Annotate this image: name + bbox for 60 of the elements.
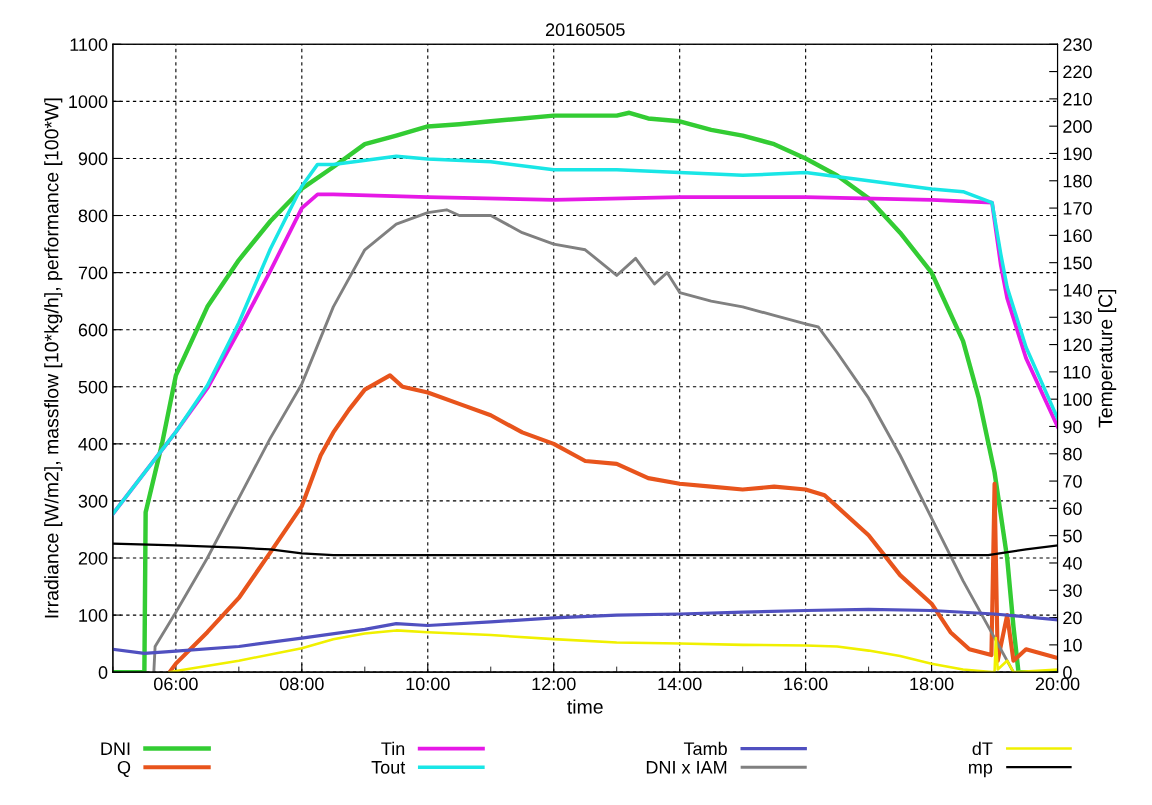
y2-tick-label: 190 bbox=[1063, 147, 1092, 161]
line-series bbox=[112, 607, 1058, 655]
y2-tick-label: 80 bbox=[1063, 447, 1082, 461]
y2-tick-label: 160 bbox=[1063, 229, 1092, 243]
line-series bbox=[168, 629, 1058, 673]
y-tick-label: 500 bbox=[78, 380, 108, 394]
y2-tick-label: 120 bbox=[1063, 338, 1092, 352]
x-tick-label: 16:00 bbox=[784, 677, 828, 691]
y2-tick-label: 20 bbox=[1063, 611, 1082, 625]
x-axis-title: time bbox=[567, 699, 603, 714]
x-tick-label: 18:00 bbox=[910, 677, 954, 691]
y-tick-label: 1000 bbox=[69, 95, 108, 109]
y-tick-label: 900 bbox=[78, 152, 108, 166]
y2-axis-title: Temperature [C] bbox=[1098, 289, 1117, 428]
y-tick-label: 400 bbox=[78, 437, 108, 451]
legend-label: DNI x IAM bbox=[646, 761, 727, 774]
y-axis-title: Irradiance [W/m2], massflow [10*kg/h], performance [100*W] bbox=[44, 98, 63, 618]
x-tick-label: 08:00 bbox=[279, 677, 324, 691]
x-tick-label: 14:00 bbox=[658, 677, 702, 691]
y2-tick-label: 210 bbox=[1063, 92, 1092, 106]
line-series bbox=[152, 208, 1015, 673]
y-tick-label: 200 bbox=[78, 551, 108, 565]
legend-label: Tin bbox=[381, 741, 405, 755]
y2-tick-label: 50 bbox=[1063, 529, 1082, 543]
legend-label: Tamb bbox=[683, 741, 727, 756]
y2-tick-label: 30 bbox=[1063, 584, 1082, 597]
legend-label: mp bbox=[969, 763, 993, 778]
chart-title: 20160505 bbox=[545, 23, 625, 37]
x-tick-label: 06:00 bbox=[153, 677, 198, 691]
legend-label: dT bbox=[972, 741, 993, 756]
legend-label: DNI bbox=[101, 742, 130, 755]
x-tick-label: 20:00 bbox=[1035, 677, 1080, 691]
y2-tick-label: 40 bbox=[1062, 556, 1082, 570]
x-tick-label: 12:00 bbox=[532, 677, 576, 691]
y-tick-label: 1100 bbox=[70, 38, 108, 51]
y2-tick-label: 110 bbox=[1063, 365, 1091, 379]
legend-label: Q bbox=[117, 760, 131, 777]
y-tick-label: 300 bbox=[78, 494, 108, 508]
y2-tick-label: 150 bbox=[1063, 256, 1092, 270]
y2-tick-label: 60 bbox=[1063, 502, 1082, 516]
line-series bbox=[167, 373, 1058, 673]
y-tick-label: 100 bbox=[79, 609, 108, 622]
y2-tick-label: 70 bbox=[1063, 475, 1082, 488]
y2-tick-label: 170 bbox=[1063, 202, 1092, 215]
y2-tick-label: 200 bbox=[1063, 120, 1092, 133]
y2-tick-label: 220 bbox=[1063, 65, 1092, 79]
y2-tick-label: 10 bbox=[1063, 638, 1082, 652]
y-tick-label: 700 bbox=[78, 266, 108, 280]
y2-tick-label: 130 bbox=[1063, 311, 1092, 324]
y2-tick-label: 140 bbox=[1063, 283, 1092, 297]
x-tick-label: 10:00 bbox=[406, 677, 450, 691]
y-tick-label: 800 bbox=[78, 209, 108, 223]
y2-tick-label: 90 bbox=[1063, 420, 1082, 434]
y-tick-label: 0 bbox=[98, 666, 108, 679]
y2-tick-label: 180 bbox=[1063, 174, 1092, 188]
y2-tick-label: 0 bbox=[1063, 666, 1072, 679]
y2-tick-label: 100 bbox=[1063, 393, 1092, 406]
y-tick-label: 600 bbox=[78, 323, 108, 337]
y2-tick-label: 230 bbox=[1063, 38, 1092, 51]
legend-label: Tout bbox=[371, 761, 406, 774]
